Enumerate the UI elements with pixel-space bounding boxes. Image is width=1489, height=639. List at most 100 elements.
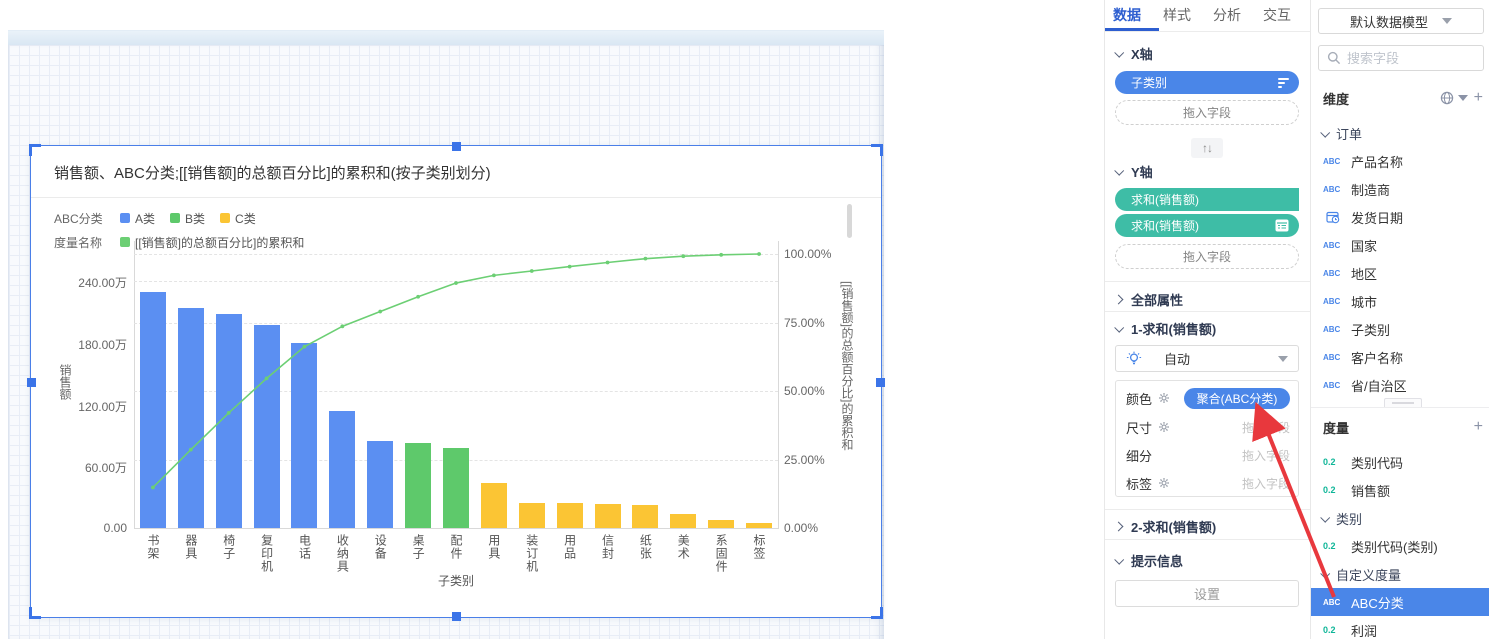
resize-handle-top[interactable] [452,142,461,151]
property-row-尺寸: 尺寸 拖入字段 [1116,416,1298,438]
field-search-box[interactable] [1318,45,1484,71]
legend-item-A类[interactable]: A类 [120,210,155,227]
measure-group-类别[interactable]: 类别 [1311,504,1489,532]
dimension-field-子类别[interactable]: ABC 子类别 [1311,315,1489,343]
measure-field-利润[interactable]: 0.2 利润 [1311,616,1489,639]
legend-swatch [120,213,130,223]
x-category-label: 配件 [449,534,463,560]
bar-系固件[interactable] [708,519,735,528]
bar-装订机[interactable] [518,502,545,528]
swap-axes-button[interactable]: ↑↓ [1191,138,1223,158]
resize-handle-right[interactable] [876,377,885,387]
dimension-group-订单[interactable]: 订单 [1311,119,1489,147]
y-axis-dropzone[interactable]: 拖入字段 [1115,244,1299,269]
x-axis-section-label: X轴 [1131,46,1153,62]
series1-properties-box: 颜色 聚合(ABC分类) 尺寸 拖入字段 细分 拖入字段 标签 拖入字段 [1115,380,1299,497]
gear-icon [1159,422,1170,432]
field-pill-子类别[interactable]: 子类别 [1115,71,1299,94]
caret-down-icon[interactable] [1457,95,1468,101]
resize-handle-bottom-right[interactable] [871,607,883,619]
y-axis-section-header[interactable]: Y轴 [1114,162,1153,180]
measure-field-类别代码(类别)[interactable]: 0.2 类别代码(类别) [1311,532,1489,560]
bar-配件[interactable] [443,447,469,528]
chart-widget[interactable]: 销售额、ABC分类;[[销售额]的总额百分比]的累积和(按子类别划分) ABC分… [27,142,885,621]
property-dropzone[interactable]: 拖入字段 [1241,448,1290,463]
dimension-field-发货日期[interactable]: 发货日期 [1311,203,1489,231]
measure-field-类别代码[interactable]: 0.2 类别代码 [1311,448,1489,476]
legend-item-label: [[销售额]的总额百分比]的累积和 [135,235,305,250]
dimension-field-国家[interactable]: ABC 国家 [1311,231,1489,259]
tab-样式[interactable]: 样式 [1163,7,1191,23]
text-field-icon: ABC [1323,156,1341,166]
bar-设备[interactable] [367,440,394,528]
chevron-down-icon [1320,127,1331,138]
resize-handle-top-left[interactable] [29,144,41,156]
title-divider [31,197,881,198]
left-axis-tick: 120.00万 [78,399,127,414]
x-category-label: 用具 [486,534,501,560]
bar-美术[interactable] [670,514,697,528]
add-dimension-button[interactable]: + [1473,89,1483,106]
text-field-icon: ABC [1323,352,1341,362]
bar-器具[interactable] [177,308,204,528]
legend-row-class: A类 B类 C类 [120,210,256,226]
dimension-field-城市[interactable]: ABC 城市 [1311,287,1489,315]
tab-交互[interactable]: 交互 [1263,7,1291,23]
bar-用品[interactable] [556,502,583,528]
field-label: 产品名称 [1351,154,1404,170]
x-axis-dropzone[interactable]: 拖入字段 [1115,100,1299,125]
measure-field-ABC分类[interactable]: ABC ABC分类 [1311,588,1489,616]
x-axis-section-header[interactable]: X轴 [1114,44,1153,62]
tab-数据[interactable]: 数据 [1113,7,1141,23]
globe-icon[interactable] [1440,91,1454,105]
measure-field-销售额[interactable]: 0.2 销售额 [1311,476,1489,504]
sort-icon[interactable] [1278,77,1289,88]
field-pill-求和(销售额)[interactable]: 求和(销售额) [1115,214,1299,237]
dimension-field-产品名称[interactable]: ABC 产品名称 [1311,147,1489,175]
text-field-icon: ABC [1323,597,1341,607]
bar-纸张[interactable] [632,504,659,528]
bar-信封[interactable] [594,503,621,528]
measure-group-自定义度量[interactable]: 自定义度量 [1311,560,1489,588]
tab-分析[interactable]: 分析 [1213,7,1241,23]
resize-handle-bottom[interactable] [452,612,461,621]
legend-item-[[销售额]的总额百分比]的累积和[interactable]: [[销售额]的总额百分比]的累积和 [120,234,304,251]
property-row-细分: 细分 拖入字段 [1116,444,1298,466]
field-label: 客户名称 [1351,350,1404,366]
resize-handle-left[interactable] [27,377,36,387]
add-measure-button[interactable]: + [1473,418,1483,435]
dimension-field-制造商[interactable]: ABC 制造商 [1311,175,1489,203]
bar-椅子[interactable] [215,314,242,528]
legend-item-C类[interactable]: C类 [220,210,256,227]
resize-handle-top-right[interactable] [871,144,883,156]
data-model-select[interactable]: 默认数据模型 [1318,8,1484,34]
series2-section-header[interactable]: 2-求和(销售额) [1113,517,1216,535]
property-dropzone[interactable]: 拖入字段 [1241,420,1290,435]
property-dropzone[interactable]: 拖入字段 [1241,476,1290,491]
tooltip-section-header[interactable]: 提示信息 [1114,551,1183,569]
field-label: 类别代码 [1351,455,1404,471]
bulb-icon [1126,351,1142,364]
field-search-input[interactable] [1347,50,1457,66]
bar-桌子[interactable] [405,442,432,528]
dimension-field-省/自治区[interactable]: ABC 省/自治区 [1311,371,1489,399]
color-field-pill[interactable]: 聚合(ABC分类) [1184,387,1290,409]
all-properties-section-header[interactable]: 全部属性 [1113,290,1183,308]
dimension-field-地区[interactable]: ABC 地区 [1311,259,1489,287]
bar-复印机[interactable] [253,325,280,528]
chart-scrollbar-thumb[interactable] [847,204,852,238]
series1-section-header[interactable]: 1-求和(销售额) [1114,319,1216,337]
bar-收纳具[interactable] [329,410,356,528]
bar-用具[interactable] [480,482,507,528]
dimension-field-客户名称[interactable]: ABC 客户名称 [1311,343,1489,371]
resize-handle-bottom-left[interactable] [29,607,41,619]
bar-电话[interactable] [291,342,318,528]
legend-item-B类[interactable]: B类 [170,210,205,227]
bar-书架[interactable] [139,291,166,528]
x-category-label: 电话 [297,534,312,560]
tooltip-settings-button[interactable]: 设置 [1115,580,1299,607]
field-pill-求和(销售额)[interactable]: 求和(销售额) [1115,188,1299,211]
field-label: 发货日期 [1351,210,1404,226]
chart-type-select[interactable]: 自动 [1115,345,1299,372]
bar-标签[interactable] [746,523,773,528]
